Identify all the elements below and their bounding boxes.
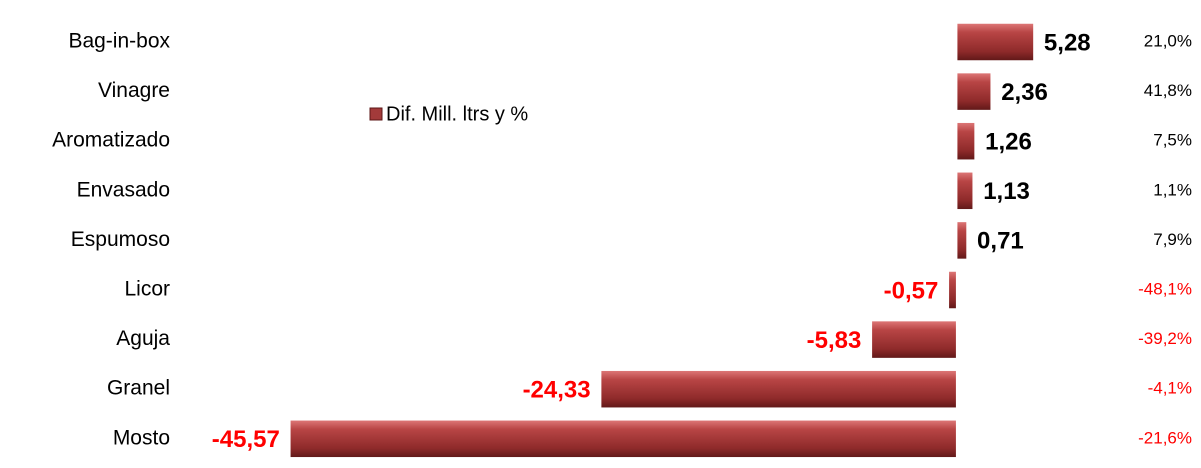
category-label: Aromatizado bbox=[52, 129, 170, 152]
category-label: Vinagre bbox=[98, 79, 170, 102]
bar bbox=[955, 171, 974, 211]
value-label: 1,13 bbox=[983, 178, 1030, 205]
value-label: 1,26 bbox=[985, 129, 1032, 156]
category-label: Mosto bbox=[113, 426, 170, 449]
bar bbox=[870, 319, 958, 360]
legend-swatch bbox=[369, 107, 383, 121]
value-label: -0,57 bbox=[884, 277, 939, 304]
legend-label: Dif. Mill. ltrs y % bbox=[386, 103, 528, 125]
legend: Dif. Mill. ltrs y % bbox=[369, 103, 528, 125]
percent-label: 1,1% bbox=[1153, 180, 1192, 199]
bar bbox=[955, 22, 1035, 62]
category-label: Bag-in-box bbox=[68, 30, 170, 53]
bar bbox=[289, 419, 958, 459]
category-label: Espumoso bbox=[71, 228, 170, 251]
bar bbox=[947, 270, 958, 310]
value-label: -45,57 bbox=[212, 426, 280, 453]
percent-label: 21,0% bbox=[1144, 31, 1192, 50]
value-label: 2,36 bbox=[1001, 79, 1048, 106]
percent-label: -4,1% bbox=[1148, 379, 1192, 398]
percent-label: -21,6% bbox=[1138, 428, 1192, 447]
percent-label: -39,2% bbox=[1138, 329, 1192, 348]
percent-label: 7,9% bbox=[1153, 230, 1192, 249]
value-label: 5,28 bbox=[1044, 29, 1091, 56]
category-label: Licor bbox=[124, 278, 170, 301]
bar bbox=[955, 121, 976, 161]
value-label: -5,83 bbox=[807, 327, 862, 354]
bar bbox=[955, 220, 968, 261]
percent-label: 41,8% bbox=[1144, 81, 1192, 100]
value-label: 0,71 bbox=[977, 228, 1024, 255]
category-label: Granel bbox=[107, 377, 170, 400]
percent-label: 7,5% bbox=[1153, 131, 1192, 150]
value-label: -24,33 bbox=[523, 377, 591, 404]
bar bbox=[955, 71, 992, 112]
category-label: Aguja bbox=[116, 327, 170, 350]
category-label: Envasado bbox=[77, 178, 170, 201]
percent-label: -48,1% bbox=[1138, 279, 1192, 298]
bar bbox=[599, 369, 958, 409]
